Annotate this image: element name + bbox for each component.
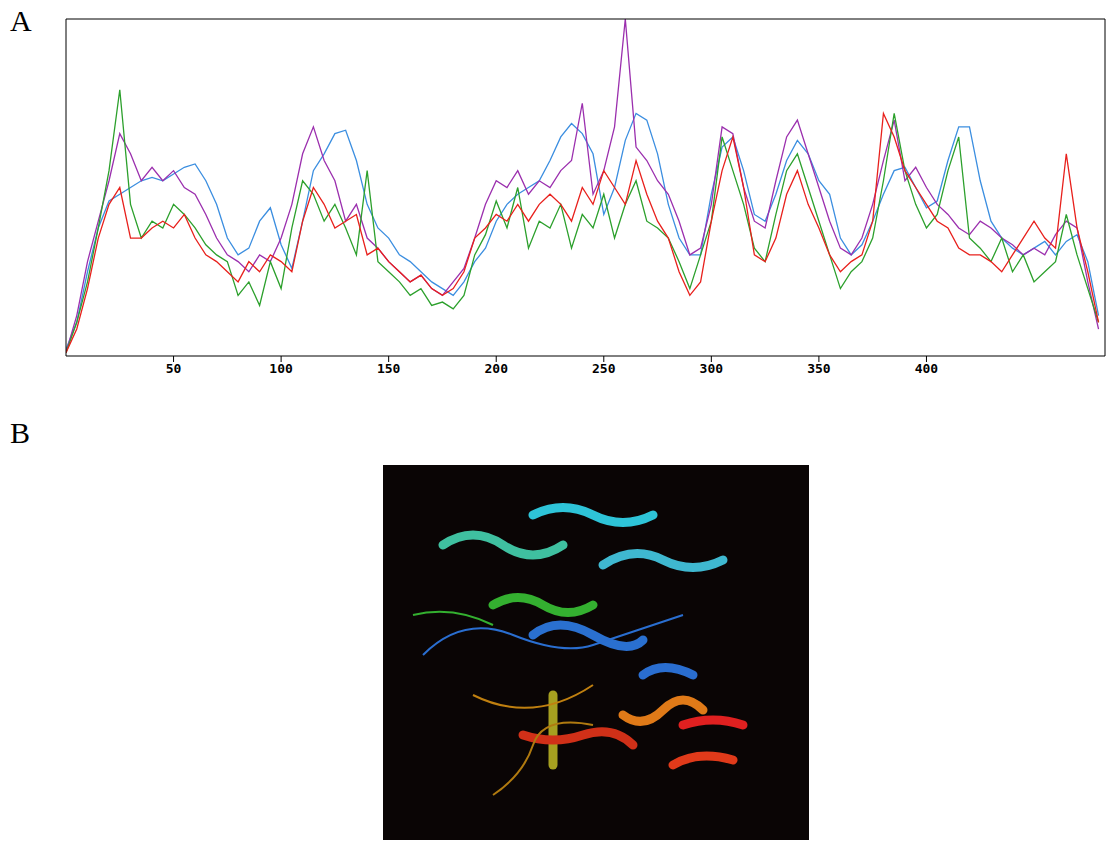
html-text:A: A: [10, 4, 32, 37]
svg-text:250: 250: [592, 361, 616, 376]
svg-text:400: 400: [915, 361, 939, 376]
svg-text:300: 300: [700, 361, 724, 376]
svg-text:200: 200: [484, 361, 508, 376]
svg-text:150: 150: [377, 361, 401, 376]
html-text:B: B: [10, 416, 30, 449]
svg-text:350: 350: [807, 361, 831, 376]
svg-text:50: 50: [166, 361, 182, 376]
svg-text:100: 100: [269, 361, 293, 376]
